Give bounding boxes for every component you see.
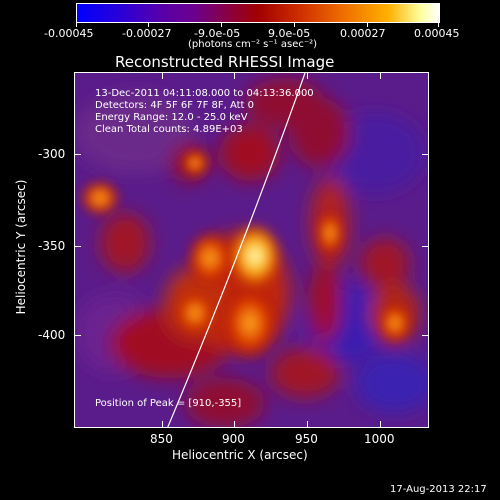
colorbar-tick-label: 9.0e-05: [268, 27, 311, 40]
info-peak: Position of Peak = [910,-355]: [95, 398, 242, 409]
plot-title: Reconstructed RHESSI Image: [115, 53, 335, 71]
info-clean: Clean Total counts: 4.89E+03: [95, 124, 243, 135]
solar-limb-line: [167, 73, 306, 427]
x-tick-label: 950: [295, 432, 318, 446]
colorbar-tick-label: -0.00045: [44, 27, 94, 40]
rhessi-heatmap: [75, 73, 428, 427]
colorbar-ticks: [76, 22, 440, 27]
y-tick-label: -350: [38, 239, 66, 253]
colorbar-tick-label: -0.00027: [122, 27, 172, 40]
rhessi-image: [74, 72, 429, 428]
y-axis-label: Heliocentric Y (arcsec): [14, 179, 28, 315]
x-tick-label: 900: [222, 432, 245, 446]
colorbar-tick-label: -9.0e-05: [194, 27, 241, 40]
x-tick-label: 850: [150, 432, 173, 446]
footer-date: 17-Aug-2013 22:17: [390, 484, 487, 495]
colorbar-tick-label: 0.00045: [414, 27, 460, 40]
x-tick-label: 1000: [364, 432, 395, 446]
colorbar: [76, 3, 440, 23]
y-tick-label: -300: [38, 147, 66, 161]
x-axis-label: Heliocentric X (arcsec): [172, 448, 308, 462]
info-time-range: 13-Dec-2011 04:11:08.000 to 04:13:36.000: [95, 88, 314, 99]
info-energy: Energy Range: 12.0 - 25.0 keV: [95, 112, 248, 123]
colorbar-tick-label: 0.00027: [340, 27, 386, 40]
info-detectors: Detectors: 4F 5F 6F 7F 8F, Att 0: [95, 100, 255, 111]
y-tick-label: -400: [38, 328, 66, 342]
colorbar-unit-label: (photons cm⁻² s⁻¹ asec⁻²): [188, 39, 318, 50]
